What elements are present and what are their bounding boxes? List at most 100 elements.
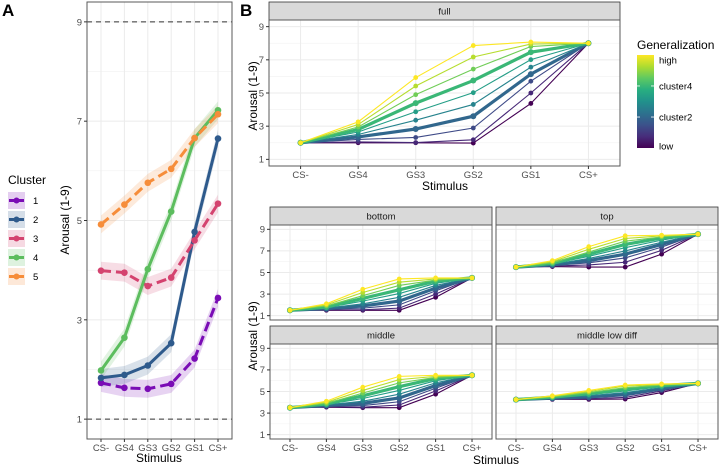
generalization-legend-title: Generalization [637, 38, 714, 52]
facet-strip-label: middle [367, 331, 395, 342]
cluster-2-line [100, 138, 220, 380]
facet-point [470, 54, 476, 60]
panel-a-grid [87, 2, 232, 439]
facet-point [413, 135, 419, 140]
cluster-1-point-GS3 [144, 385, 152, 393]
facet-point [360, 286, 366, 292]
facet-point [695, 231, 701, 237]
facet-x-tick-label: CS- [508, 443, 524, 454]
facet-line-level-0.889 [289, 374, 473, 409]
cluster-5-point-CS+ [214, 110, 222, 118]
cluster-legend-key-point [13, 216, 20, 223]
facet-point [396, 286, 403, 293]
cluster-1-point-CS+ [214, 294, 222, 302]
cluster-1-point-GS4 [121, 384, 128, 392]
facet-strip-label: bottom [366, 212, 395, 223]
facet-point [528, 78, 534, 84]
panel-a-x-tick-label: CS- [93, 443, 109, 454]
facet-point [413, 92, 419, 98]
facet-point [355, 119, 361, 125]
cluster-legend-key-point [13, 197, 20, 204]
colorbar-label-high: high [659, 56, 677, 67]
facet-point [470, 43, 476, 48]
cluster-4-point-GS2 [167, 208, 175, 215]
facet-strip-label: middle low diff [577, 331, 637, 342]
cluster-2-point-GS4 [121, 371, 128, 379]
facet-point [622, 264, 628, 270]
panel-label-b: B [240, 1, 252, 20]
facet-point [695, 381, 701, 386]
generalization-colorbar [637, 55, 654, 148]
cluster-legend: Cluster 1 2 3 4 5 [8, 173, 46, 285]
facet-point [622, 382, 628, 388]
facet-point [659, 251, 665, 257]
facet-point [659, 232, 665, 238]
facet-point [298, 140, 303, 146]
cluster-legend-label: 4 [33, 253, 38, 264]
cluster-5-point-GS1 [191, 134, 198, 142]
facet-point [528, 90, 534, 96]
panel-a-x-tick-label: GS2 [162, 443, 181, 454]
facet-point [586, 388, 592, 393]
facet-point [470, 137, 476, 143]
panel-a-y-tick-label: 3 [77, 315, 82, 326]
panel-a-y-tick-label: 1 [77, 415, 82, 426]
panel-a-x-tick-label: GS4 [115, 443, 134, 454]
facet-y-tick-label: 1 [260, 311, 265, 322]
facet-point [433, 275, 439, 281]
facet-line-level-0.444 [300, 42, 589, 144]
facet-point [396, 373, 402, 379]
facet-top: top [495, 206, 719, 321]
facet-point [412, 100, 419, 107]
facet-x-tick-label: GS1 [426, 443, 445, 454]
cluster-legend-label: 1 [33, 196, 38, 207]
facet-point [413, 140, 419, 146]
cluster-5-ribbon [101, 105, 218, 234]
cluster-3-line [100, 202, 220, 288]
cluster-1-point-GS2 [167, 380, 175, 388]
facet-y-tick-label: 3 [260, 289, 265, 300]
facet-line-level-1 [300, 41, 589, 144]
facet-x-tick-label: GS4 [543, 443, 562, 454]
facet-x-tick-label: GS3 [353, 443, 372, 454]
facet-y-tick-label: 9 [259, 22, 264, 33]
panel-a-y-tick-label: 5 [77, 216, 82, 227]
facet-line-level-0.222 [300, 42, 589, 144]
facet-point [287, 307, 293, 313]
colorbar-label-cluster4: cluster4 [659, 81, 692, 92]
facet-point [413, 109, 419, 115]
facet-point [396, 298, 403, 305]
facet-line-level-0.889 [289, 277, 473, 311]
facet-y-tick-label: 3 [259, 121, 264, 132]
facet-point [413, 75, 419, 80]
facet-y-tick-label: 5 [260, 268, 265, 279]
panel-label-a: A [2, 1, 14, 20]
facet-x-tick-label: GS2 [616, 443, 635, 454]
facet-x-tick-label: GS2 [390, 443, 409, 454]
facet-x-tick-label: GS2 [464, 170, 483, 181]
facet-y-tick-label: 5 [259, 88, 264, 99]
facet-point [396, 394, 403, 401]
panel-a-x-tick-label: GS3 [138, 443, 157, 454]
facet-point [528, 39, 534, 45]
cluster-2-point-GS1 [191, 228, 198, 236]
facet-point [622, 259, 628, 265]
facet-x-tick-label: GS3 [579, 443, 598, 454]
cluster-5-point-GS2 [167, 165, 175, 173]
facet-full: full 1 3 5 7 9 CS- GS4 GS3 GS2 GS1 CS+ [259, 1, 621, 181]
facet-y-tick-label: 1 [260, 430, 265, 441]
cluster-3-ribbon [101, 194, 218, 295]
facet-point [396, 294, 402, 300]
panel-a-y-tick-label: 9 [77, 17, 82, 28]
cluster-2-point-CS- [97, 374, 105, 382]
panel-b-chart: full 1 3 5 7 9 CS- GS4 GS3 GS2 GS1 CS+ bottom 1 3 5 7 9 to… [246, 1, 719, 467]
facet-point [470, 113, 477, 120]
facet-point [513, 397, 519, 402]
facet-x-tick-label: GS1 [652, 443, 671, 454]
cluster-legend-title: Cluster [8, 173, 46, 187]
facet-point [659, 381, 665, 387]
facet-frame [495, 343, 719, 440]
cluster-2-point-GS3 [144, 362, 152, 369]
colorbar-label-low: low [659, 142, 673, 153]
